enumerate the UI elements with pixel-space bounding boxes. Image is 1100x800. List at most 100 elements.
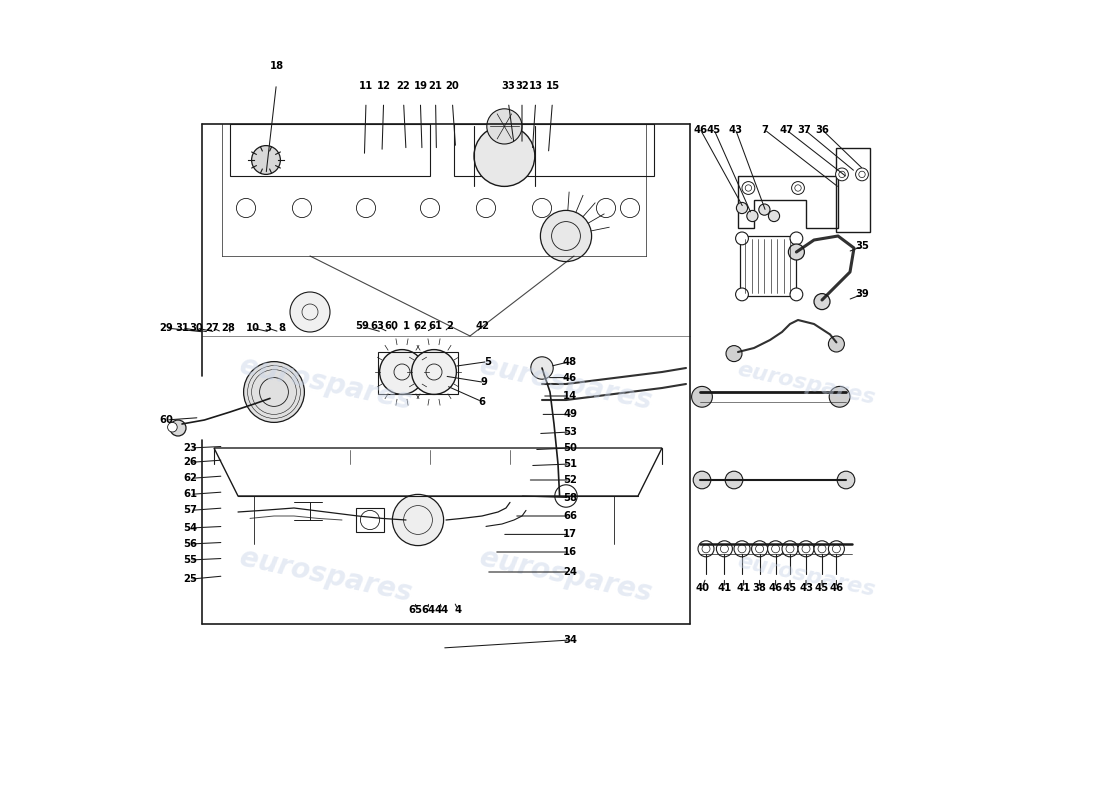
Circle shape: [828, 336, 845, 352]
Text: 33: 33: [502, 82, 515, 91]
Text: 31: 31: [175, 323, 189, 333]
Text: 42: 42: [475, 322, 490, 331]
Text: 46: 46: [769, 583, 783, 593]
Text: 58: 58: [563, 493, 578, 502]
Circle shape: [734, 541, 750, 557]
Text: 35: 35: [855, 242, 869, 251]
Text: eurospares: eurospares: [735, 551, 877, 601]
Text: 53: 53: [563, 427, 576, 437]
Text: 11: 11: [359, 82, 373, 91]
Circle shape: [828, 541, 845, 557]
Text: 61: 61: [183, 490, 197, 499]
Text: 61: 61: [429, 322, 442, 331]
Circle shape: [474, 126, 535, 186]
Text: 40: 40: [695, 583, 710, 593]
Text: 65: 65: [408, 605, 422, 614]
Text: 54: 54: [183, 523, 197, 533]
Text: 41: 41: [737, 583, 750, 593]
Text: 4: 4: [454, 605, 462, 614]
Text: 6: 6: [478, 397, 485, 406]
Text: 44: 44: [434, 605, 449, 614]
Text: 49: 49: [563, 410, 578, 419]
Circle shape: [393, 494, 443, 546]
Text: 56: 56: [183, 539, 197, 549]
Text: eurospares: eurospares: [735, 359, 877, 409]
Circle shape: [726, 346, 742, 362]
Text: 41: 41: [717, 583, 732, 593]
Circle shape: [725, 471, 742, 489]
Circle shape: [829, 386, 850, 407]
Text: 16: 16: [563, 547, 578, 557]
Text: 1: 1: [403, 322, 409, 331]
Text: 5: 5: [484, 357, 491, 366]
Text: 3: 3: [264, 323, 271, 333]
Circle shape: [790, 288, 803, 301]
Circle shape: [692, 386, 713, 407]
Text: 28: 28: [221, 323, 235, 333]
Text: 9: 9: [481, 378, 487, 387]
Text: 2: 2: [446, 322, 452, 331]
Circle shape: [540, 210, 592, 262]
Text: 36: 36: [815, 125, 829, 134]
Text: 47: 47: [779, 125, 793, 134]
Text: 27: 27: [206, 323, 219, 333]
Circle shape: [716, 541, 733, 557]
Text: eurospares: eurospares: [477, 544, 654, 608]
Text: 18: 18: [270, 62, 284, 71]
Circle shape: [742, 182, 755, 194]
Circle shape: [814, 294, 830, 310]
Text: 48: 48: [563, 357, 578, 366]
Text: 24: 24: [563, 567, 578, 577]
Circle shape: [747, 210, 758, 222]
Text: 46: 46: [693, 125, 707, 134]
Circle shape: [736, 232, 748, 245]
Text: eurospares: eurospares: [238, 544, 415, 608]
Text: 12: 12: [376, 82, 390, 91]
Text: 19: 19: [414, 82, 428, 91]
Circle shape: [411, 350, 456, 394]
Text: 14: 14: [563, 391, 578, 401]
Text: 62: 62: [414, 322, 427, 331]
Circle shape: [252, 146, 280, 174]
Circle shape: [243, 362, 305, 422]
Circle shape: [531, 357, 553, 379]
Circle shape: [789, 244, 804, 260]
Text: 43: 43: [799, 583, 813, 593]
Text: 15: 15: [546, 82, 560, 91]
Text: 29: 29: [160, 323, 173, 333]
Text: 26: 26: [183, 458, 197, 467]
Circle shape: [856, 168, 868, 181]
Circle shape: [759, 204, 770, 215]
Circle shape: [698, 541, 714, 557]
Text: eurospares: eurospares: [238, 352, 415, 416]
Text: 50: 50: [563, 443, 576, 453]
Text: 63: 63: [371, 322, 384, 331]
Circle shape: [167, 422, 177, 432]
Text: 32: 32: [515, 82, 529, 91]
Text: 60: 60: [385, 322, 398, 331]
Text: 17: 17: [563, 530, 578, 539]
Circle shape: [769, 210, 780, 222]
Circle shape: [836, 168, 848, 181]
Text: 38: 38: [752, 583, 767, 593]
Text: 13: 13: [529, 82, 542, 91]
Text: 21: 21: [429, 82, 442, 91]
Circle shape: [837, 471, 855, 489]
Circle shape: [693, 471, 711, 489]
Text: 66: 66: [563, 511, 578, 521]
Circle shape: [487, 109, 522, 144]
Circle shape: [768, 541, 783, 557]
Text: 7: 7: [761, 125, 768, 134]
Text: 37: 37: [798, 125, 812, 134]
Text: 46: 46: [563, 373, 578, 382]
Circle shape: [290, 292, 330, 332]
Text: 57: 57: [183, 506, 197, 515]
Circle shape: [736, 288, 748, 301]
Text: 8: 8: [278, 323, 286, 333]
Text: 64: 64: [421, 605, 436, 614]
Circle shape: [790, 232, 803, 245]
Text: 30: 30: [189, 323, 204, 333]
Text: 23: 23: [183, 443, 197, 453]
Text: 43: 43: [728, 125, 743, 134]
Circle shape: [170, 420, 186, 436]
